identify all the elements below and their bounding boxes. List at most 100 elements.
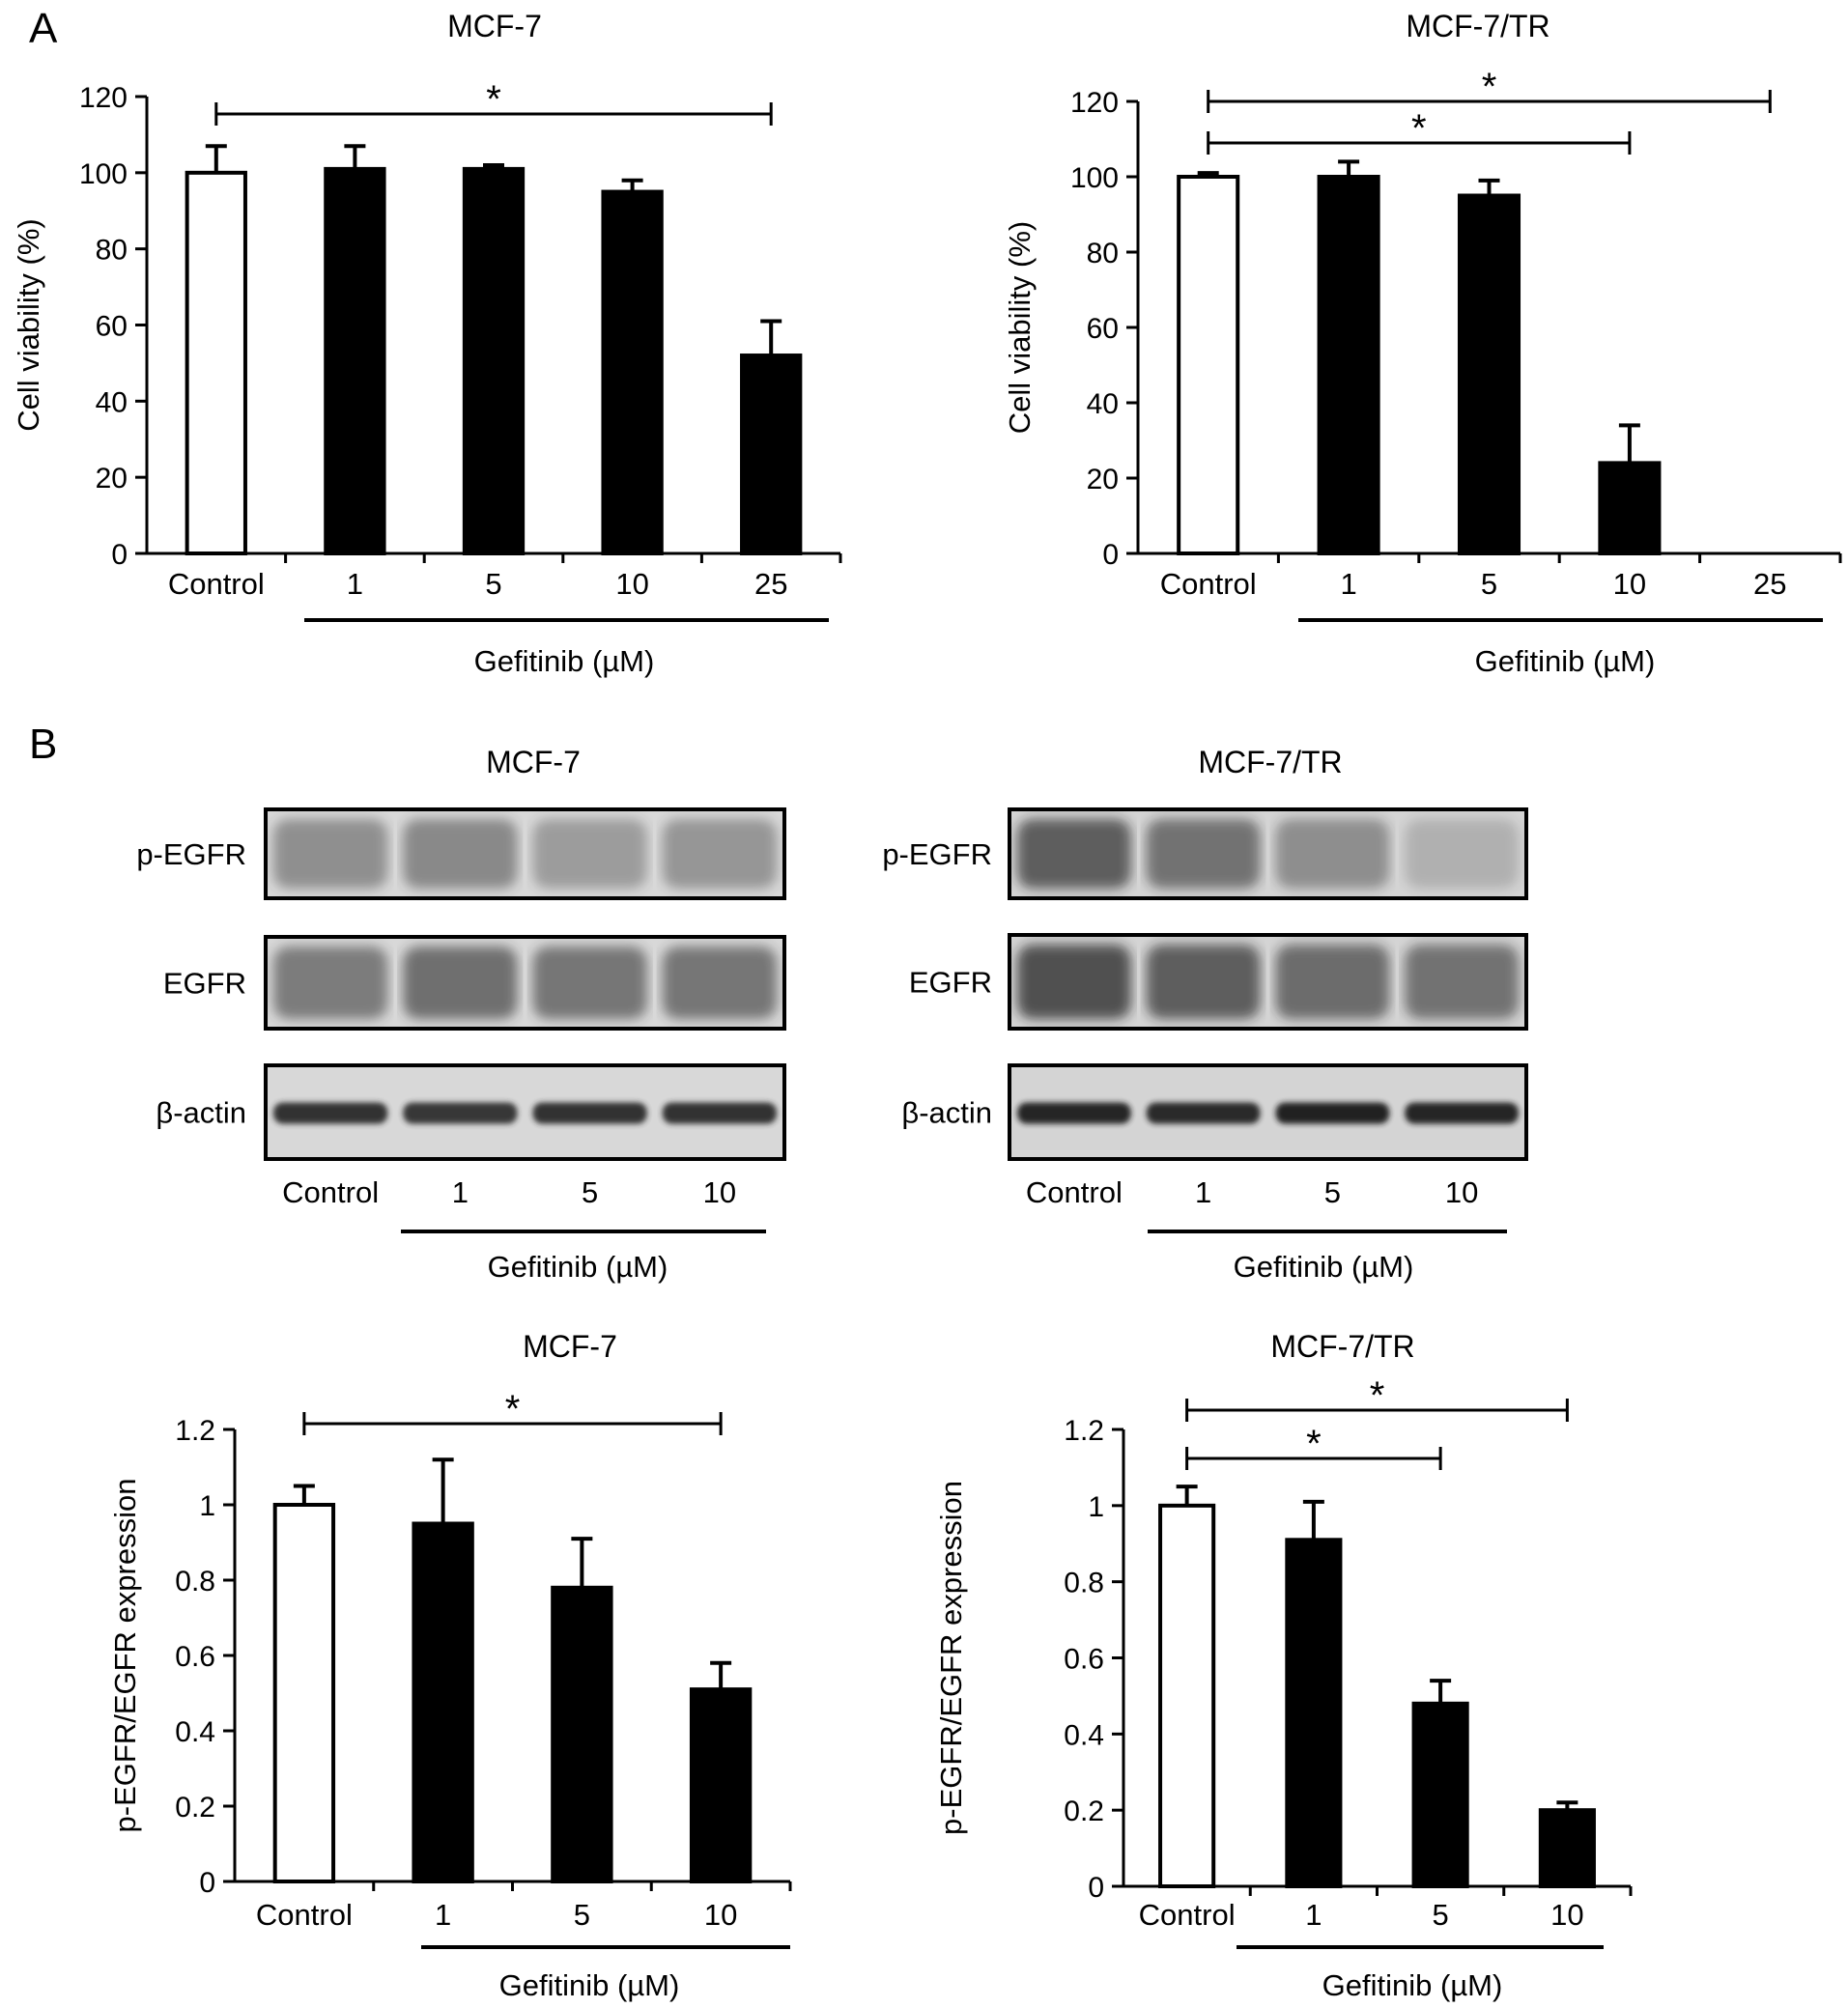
blot-band bbox=[1146, 945, 1261, 1019]
western-blot-mcf7: MCF-7 p-EGFR EGFR β-actin Control 1 5 10 Gefitin… bbox=[136, 745, 786, 1284]
panel-label-b: B bbox=[29, 721, 57, 768]
y-tick-label: 0 bbox=[1102, 539, 1119, 571]
y-tick-label: 1.2 bbox=[1064, 1415, 1104, 1447]
significance-label: * bbox=[1482, 66, 1497, 108]
y-axis-label: p-EGFR/EGFR expression bbox=[108, 1479, 142, 1833]
x-tick-label: 5 bbox=[1481, 567, 1497, 601]
bar bbox=[1538, 1808, 1596, 1888]
blot-band bbox=[403, 947, 518, 1019]
x-tick-label: 5 bbox=[1433, 1898, 1449, 1932]
blot-frame bbox=[264, 1063, 786, 1161]
bar bbox=[1158, 1503, 1216, 1889]
blot-row-label: p-EGFR bbox=[136, 837, 246, 871]
bar bbox=[1411, 1701, 1469, 1889]
blot-lane-label: 1 bbox=[1195, 1175, 1211, 1209]
group-label: Gefitinib (µM) bbox=[1475, 644, 1656, 678]
y-tick-label: 80 bbox=[1087, 238, 1119, 269]
blot-frame bbox=[264, 807, 786, 900]
western-blot-mcf7tr: MCF-7/TR p-EGFR EGFR β-actin Control 1 5 10 Gefi… bbox=[882, 745, 1528, 1284]
x-tick-label: 1 bbox=[435, 1898, 451, 1932]
significance-label: * bbox=[486, 78, 501, 121]
x-tick-label: 1 bbox=[1340, 567, 1356, 601]
bar bbox=[324, 166, 386, 555]
y-tick-label: 0.4 bbox=[175, 1716, 215, 1748]
blot-lane-label: 1 bbox=[452, 1175, 469, 1209]
blot-band bbox=[403, 819, 518, 889]
blot-band bbox=[1275, 1102, 1390, 1124]
y-axis-label: p-EGFR/EGFR expression bbox=[934, 1481, 968, 1835]
x-tick-label: 25 bbox=[1753, 567, 1786, 601]
y-tick-label: 0.6 bbox=[175, 1641, 215, 1673]
x-tick-label: 1 bbox=[347, 567, 363, 601]
blot-lane-label: 10 bbox=[1445, 1175, 1478, 1209]
y-tick-label: 0 bbox=[111, 539, 128, 571]
x-tick-label: 10 bbox=[704, 1898, 737, 1932]
bar bbox=[689, 1687, 753, 1883]
x-tick-label: 1 bbox=[1305, 1898, 1322, 1932]
y-tick-label: 40 bbox=[1087, 388, 1119, 420]
x-tick-label: Control bbox=[1139, 1898, 1236, 1932]
blot-row-label: p-EGFR bbox=[882, 837, 992, 871]
y-tick-label: 0.8 bbox=[175, 1566, 215, 1598]
significance-label: * bbox=[1306, 1423, 1322, 1465]
blot-row-label: β-actin bbox=[156, 1096, 246, 1130]
y-tick-label: 100 bbox=[79, 158, 128, 190]
y-tick-label: 0.8 bbox=[1064, 1568, 1104, 1599]
blot-band bbox=[273, 947, 388, 1019]
y-tick-label: 80 bbox=[96, 235, 128, 267]
blot-band bbox=[1017, 1102, 1131, 1124]
blot-band bbox=[1017, 945, 1131, 1019]
bar bbox=[1598, 461, 1662, 555]
x-tick-label: 5 bbox=[485, 567, 501, 601]
blot-band bbox=[1146, 819, 1261, 889]
blot-band bbox=[532, 1102, 647, 1124]
y-tick-label: 60 bbox=[96, 311, 128, 343]
chart-egfr-expression-mcf7: MCF-7 p-EGFR/EGFR expression 0 0.2 0.4 0.6 0.8… bbox=[108, 1329, 792, 2002]
blot-lane-label: 5 bbox=[1324, 1175, 1341, 1209]
panel-label-a: A bbox=[29, 5, 58, 52]
group-label: Gefitinib (µM) bbox=[499, 1968, 680, 2002]
blot-band bbox=[532, 947, 647, 1019]
blot-band bbox=[662, 1102, 777, 1124]
blot-lane-label: 10 bbox=[703, 1175, 736, 1209]
y-tick-label: 60 bbox=[1087, 313, 1119, 345]
x-tick-label: 10 bbox=[1550, 1898, 1583, 1932]
bar bbox=[1285, 1538, 1343, 1889]
blot-row-label: β-actin bbox=[901, 1096, 992, 1130]
y-tick-label: 1 bbox=[1088, 1491, 1104, 1523]
bar bbox=[412, 1521, 474, 1883]
blot-band bbox=[1405, 819, 1519, 889]
blot-row-label: EGFR bbox=[163, 967, 246, 1001]
y-tick-label: 20 bbox=[1087, 464, 1119, 495]
blot-band bbox=[273, 1102, 388, 1124]
y-tick-label: 120 bbox=[1070, 87, 1119, 119]
blot-row-label: EGFR bbox=[909, 966, 992, 1000]
blot-band bbox=[532, 819, 647, 889]
blot-band bbox=[273, 819, 388, 889]
x-tick-label: Control bbox=[168, 567, 265, 601]
blot-band bbox=[1275, 945, 1390, 1019]
chart-egfr-expression-mcf7tr: MCF-7/TR p-EGFR/EGFR expression 0 0.2 0.4 0.6… bbox=[934, 1329, 1633, 2002]
blot-band bbox=[1275, 819, 1390, 889]
significance-label: * bbox=[1370, 1374, 1385, 1417]
blot-frame bbox=[1008, 807, 1528, 900]
blot-band bbox=[1405, 945, 1519, 1019]
y-tick-label: 120 bbox=[79, 82, 128, 114]
blot-band bbox=[1017, 819, 1131, 889]
blot-title: MCF-7 bbox=[486, 745, 581, 779]
y-axis-label: Cell viability (%) bbox=[12, 218, 45, 431]
bar bbox=[1457, 193, 1521, 555]
x-tick-label: 5 bbox=[574, 1898, 590, 1932]
bar bbox=[740, 354, 803, 555]
blot-band bbox=[1146, 1102, 1261, 1124]
bar bbox=[551, 1585, 613, 1884]
bar bbox=[1317, 175, 1380, 555]
y-tick-label: 1.2 bbox=[175, 1415, 215, 1447]
chart-title: MCF-7/TR bbox=[1270, 1329, 1414, 1364]
y-tick-label: 0 bbox=[1088, 1872, 1104, 1904]
blot-band bbox=[662, 819, 777, 889]
bar bbox=[185, 170, 247, 555]
blot-lane-label: 5 bbox=[582, 1175, 598, 1209]
